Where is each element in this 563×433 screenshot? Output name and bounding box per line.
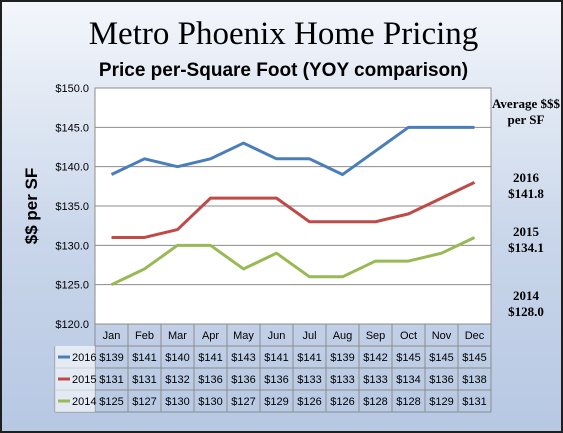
table-cell: $127: [231, 396, 255, 408]
x-tick-label: Jun: [268, 330, 286, 342]
x-tick-label: Mar: [168, 330, 187, 342]
table-cell: $126: [330, 396, 354, 408]
average-2014-year: 2014: [513, 288, 539, 303]
x-tick-label: Sep: [366, 330, 386, 342]
table-cell: $136: [429, 374, 453, 386]
table-cell: $130: [165, 396, 189, 408]
average-2015-year: 2015: [513, 224, 539, 239]
table-cell: $138: [462, 374, 486, 386]
x-tick-label: Jul: [302, 330, 316, 342]
table-cell: $131: [132, 374, 156, 386]
table-cell: $136: [231, 374, 255, 386]
average-heading: Average $$$ per SF: [492, 96, 560, 127]
table-cell: $139: [99, 352, 123, 364]
table-cell: $136: [264, 374, 288, 386]
series-line-2015: [111, 181, 476, 239]
table-cell: $145: [429, 352, 453, 364]
chart-title: Metro Phoenix Home Pricing: [88, 16, 479, 52]
table-cell: $127: [132, 396, 156, 408]
table-cell: $134: [396, 374, 420, 386]
table-cell: $132: [165, 374, 189, 386]
average-2016-value: $141.8: [508, 186, 544, 201]
chart-subtitle: Price per-Square Foot (YOY comparison): [98, 60, 469, 81]
table-cell: $130: [198, 396, 222, 408]
x-tick-label: Aug: [333, 330, 353, 342]
table-cell: $125: [99, 396, 123, 408]
average-2015: 2015 $134.1: [492, 224, 560, 256]
table-cell: $136: [198, 374, 222, 386]
table-cell: $140: [165, 352, 189, 364]
y-tick-label: $125.0: [55, 280, 89, 292]
table-cell: $141: [198, 352, 222, 364]
x-tick-label: May: [233, 330, 254, 342]
x-tick-label: Jan: [103, 330, 121, 342]
y-tick-label: $140.0: [55, 162, 89, 174]
table-cell: $126: [297, 396, 321, 408]
x-tick-label: Feb: [135, 330, 154, 342]
average-2014-value: $128.0: [508, 304, 544, 319]
table-cell: $145: [462, 352, 486, 364]
table-cell: $128: [396, 396, 420, 408]
y-tick-label: $130.0: [55, 240, 89, 252]
legend-label: 2015: [72, 374, 96, 386]
average-2016-year: 2016: [513, 170, 539, 185]
table-cell: $133: [297, 374, 321, 386]
table-cell: $141: [132, 352, 156, 364]
average-2014: 2014 $128.0: [492, 288, 560, 320]
table-cell: $129: [264, 396, 288, 408]
average-2016: 2016 $141.8: [492, 170, 560, 202]
table-cell: $145: [396, 352, 420, 364]
table-cell: $143: [231, 352, 255, 364]
y-axis-label: $$ per SF: [22, 168, 41, 245]
y-tick-label: $120.0: [55, 319, 89, 331]
average-2015-value: $134.1: [508, 240, 544, 255]
table-cell: $133: [363, 374, 387, 386]
x-tick-label: Oct: [400, 330, 417, 342]
x-tick-label: Dec: [465, 330, 485, 342]
y-tick-label: $150.0: [55, 83, 89, 95]
x-tick-label: Nov: [432, 330, 452, 342]
table-cell: $128: [363, 396, 387, 408]
series-line-2014: [110, 236, 476, 287]
table-cell: $141: [264, 352, 288, 364]
legend-label: 2016: [72, 352, 96, 364]
y-tick-label: $145.0: [55, 122, 89, 134]
table-cell: $142: [363, 352, 387, 364]
series-line-2016: [110, 125, 475, 177]
table-cell: $129: [429, 396, 453, 408]
y-tick-label: $135.0: [55, 201, 89, 213]
table-cell: $139: [330, 352, 354, 364]
table-cell: $131: [462, 396, 486, 408]
x-tick-label: Apr: [202, 330, 219, 342]
legend-label: 2014: [72, 396, 96, 408]
table-cell: $141: [297, 352, 321, 364]
table-cell: $131: [99, 374, 123, 386]
table-cell: $133: [330, 374, 354, 386]
